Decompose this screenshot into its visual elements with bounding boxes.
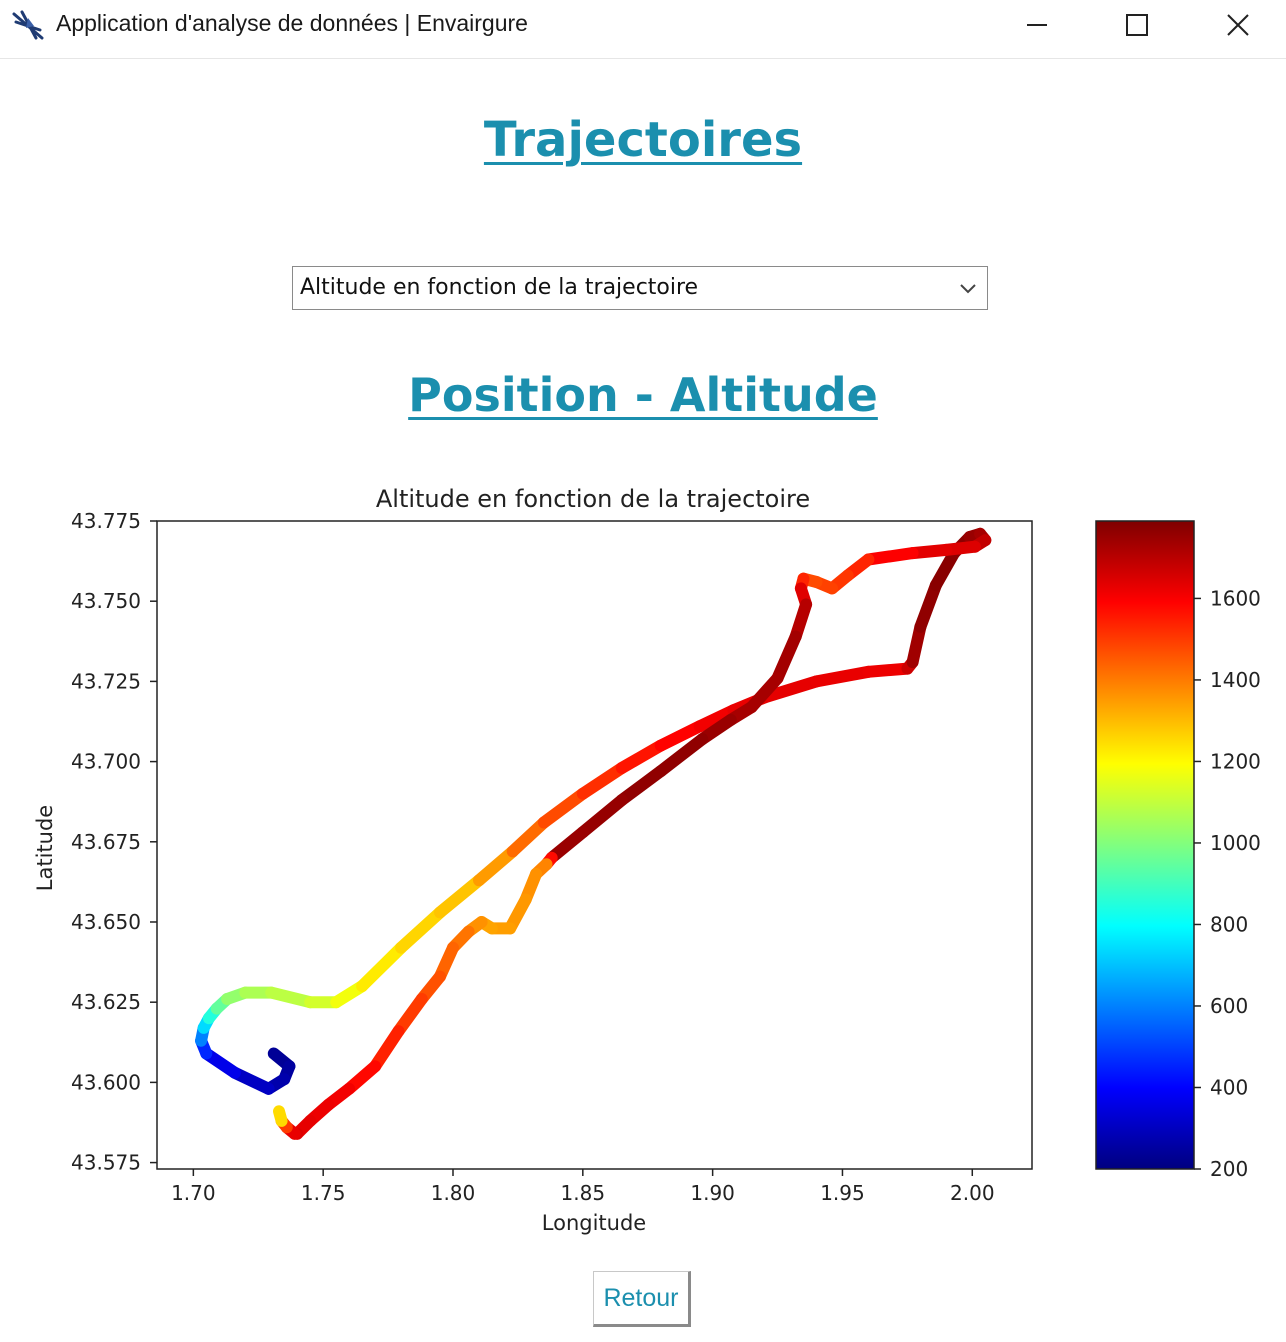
trajectory-segment	[693, 704, 740, 733]
maximize-icon	[1126, 14, 1148, 36]
trajectory-segment	[758, 675, 823, 704]
back-button[interactable]: Retour	[593, 1271, 691, 1327]
trajectory-segment	[654, 720, 706, 752]
chevron-down-icon	[960, 284, 976, 294]
trajectory-segment	[929, 547, 961, 592]
chart-title: Altitude en fonction de la trajectoire	[376, 485, 810, 513]
trajectory-segment	[906, 620, 927, 669]
trajectory-segment	[545, 826, 589, 864]
colorbar-tick-label: 800	[1210, 912, 1248, 936]
airplane-icon	[12, 10, 44, 40]
trajectory-segment	[434, 874, 485, 919]
x-tick-label: 2.00	[950, 1181, 995, 1205]
select-value: Altitude en fonction de la trajectoire	[300, 275, 699, 300]
trajectory-segment	[862, 662, 914, 678]
minimize-icon	[1027, 24, 1047, 26]
trajectory-segment	[654, 733, 709, 778]
trajectory-segment	[356, 941, 408, 993]
x-tick-label: 1.70	[171, 1181, 216, 1205]
x-tick-label: 1.95	[820, 1181, 865, 1205]
trajectory-segment	[473, 845, 519, 887]
y-tick-label: 43.650	[71, 910, 141, 934]
y-tick-label: 43.675	[71, 830, 141, 854]
trajectory-segment	[228, 1066, 275, 1095]
trajectory-segment	[576, 794, 628, 839]
trajectory-segment	[745, 672, 784, 714]
trajectory-segment	[392, 993, 428, 1038]
trajectory-segment	[506, 816, 550, 858]
trajectory-segment	[615, 739, 667, 774]
trajectory-segment	[771, 630, 802, 685]
y-tick-label: 43.750	[71, 589, 141, 613]
y-tick-label: 43.600	[71, 1070, 141, 1094]
section-title-text: Position - Altitude	[408, 368, 878, 422]
trajectory-segment	[615, 765, 667, 807]
chart-type-select[interactable]: Altitude en fonction de la trajectoire	[292, 266, 988, 310]
trajectory-segment	[395, 906, 446, 954]
y-tick-label: 43.625	[71, 990, 141, 1014]
colorbar-tick-label: 400	[1210, 1075, 1248, 1099]
title-bar: Application d'analyse de données | Envai…	[0, 0, 1286, 59]
x-tick-label: 1.75	[301, 1181, 346, 1205]
x-tick-label: 1.85	[561, 1181, 606, 1205]
trajectory-segment	[369, 1025, 405, 1073]
colorbar-tick-label: 1200	[1210, 749, 1261, 773]
plot-frame	[156, 520, 1033, 1170]
colorbar-tick-label: 1000	[1210, 831, 1261, 855]
page-title: Trajectoires	[0, 112, 1286, 168]
colorbar-tick-label: 200	[1210, 1157, 1248, 1181]
minimize-button[interactable]	[987, 0, 1087, 50]
y-tick-label: 43.575	[71, 1151, 141, 1175]
y-tick-label: 43.775	[71, 509, 141, 533]
trajectory-segment	[537, 787, 589, 829]
colorbar-tick-label: 1400	[1210, 668, 1261, 692]
colorbar	[1095, 520, 1195, 1170]
window-title: Application d'analyse de données | Envai…	[56, 10, 528, 36]
trajectory-chart: Altitude en fonction de la trajectoire L…	[33, 485, 1261, 1235]
trajectory-segment	[273, 1105, 288, 1127]
x-axis-label: Longitude	[542, 1211, 646, 1235]
colorbar-tick-label: 1600	[1210, 586, 1261, 610]
maximize-button[interactable]	[1087, 0, 1187, 50]
trajectory-segment	[265, 986, 317, 1009]
x-tick-label: 1.80	[431, 1181, 476, 1205]
trajectory-segment	[810, 665, 875, 688]
y-axis-label: Latitude	[33, 805, 57, 891]
close-icon	[1227, 14, 1249, 36]
trajectory-segment	[576, 762, 628, 800]
trajectory-segment	[862, 547, 919, 566]
x-tick-label: 1.90	[690, 1181, 735, 1205]
close-button[interactable]	[1188, 0, 1286, 50]
y-tick-label: 43.700	[71, 750, 141, 774]
trajectory-segment	[914, 579, 942, 633]
section-title: Position - Altitude	[0, 368, 1286, 422]
page-title-text: Trajectoires	[483, 112, 803, 168]
y-tick-label: 43.725	[71, 669, 141, 693]
colorbar-tick-label: 600	[1210, 994, 1248, 1018]
